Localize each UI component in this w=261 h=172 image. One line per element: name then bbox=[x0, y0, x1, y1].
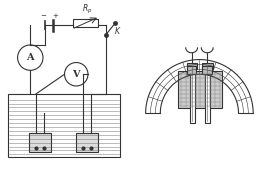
Circle shape bbox=[64, 62, 88, 86]
Bar bbox=[190, 64, 194, 123]
Text: $R_p$: $R_p$ bbox=[82, 2, 92, 16]
Bar bbox=[76, 133, 98, 152]
Bar bbox=[205, 64, 210, 123]
Bar bbox=[8, 94, 120, 157]
Text: $K$: $K$ bbox=[114, 25, 122, 36]
Bar bbox=[29, 133, 51, 152]
Bar bbox=[73, 19, 98, 27]
Bar bbox=[202, 63, 213, 69]
Bar bbox=[178, 71, 222, 109]
Circle shape bbox=[17, 45, 43, 70]
Text: V: V bbox=[73, 70, 80, 79]
Bar bbox=[202, 66, 212, 74]
Text: −: − bbox=[40, 13, 46, 19]
Text: A: A bbox=[26, 53, 34, 62]
Bar bbox=[187, 63, 198, 69]
Bar bbox=[187, 66, 197, 74]
Text: +: + bbox=[52, 13, 58, 19]
